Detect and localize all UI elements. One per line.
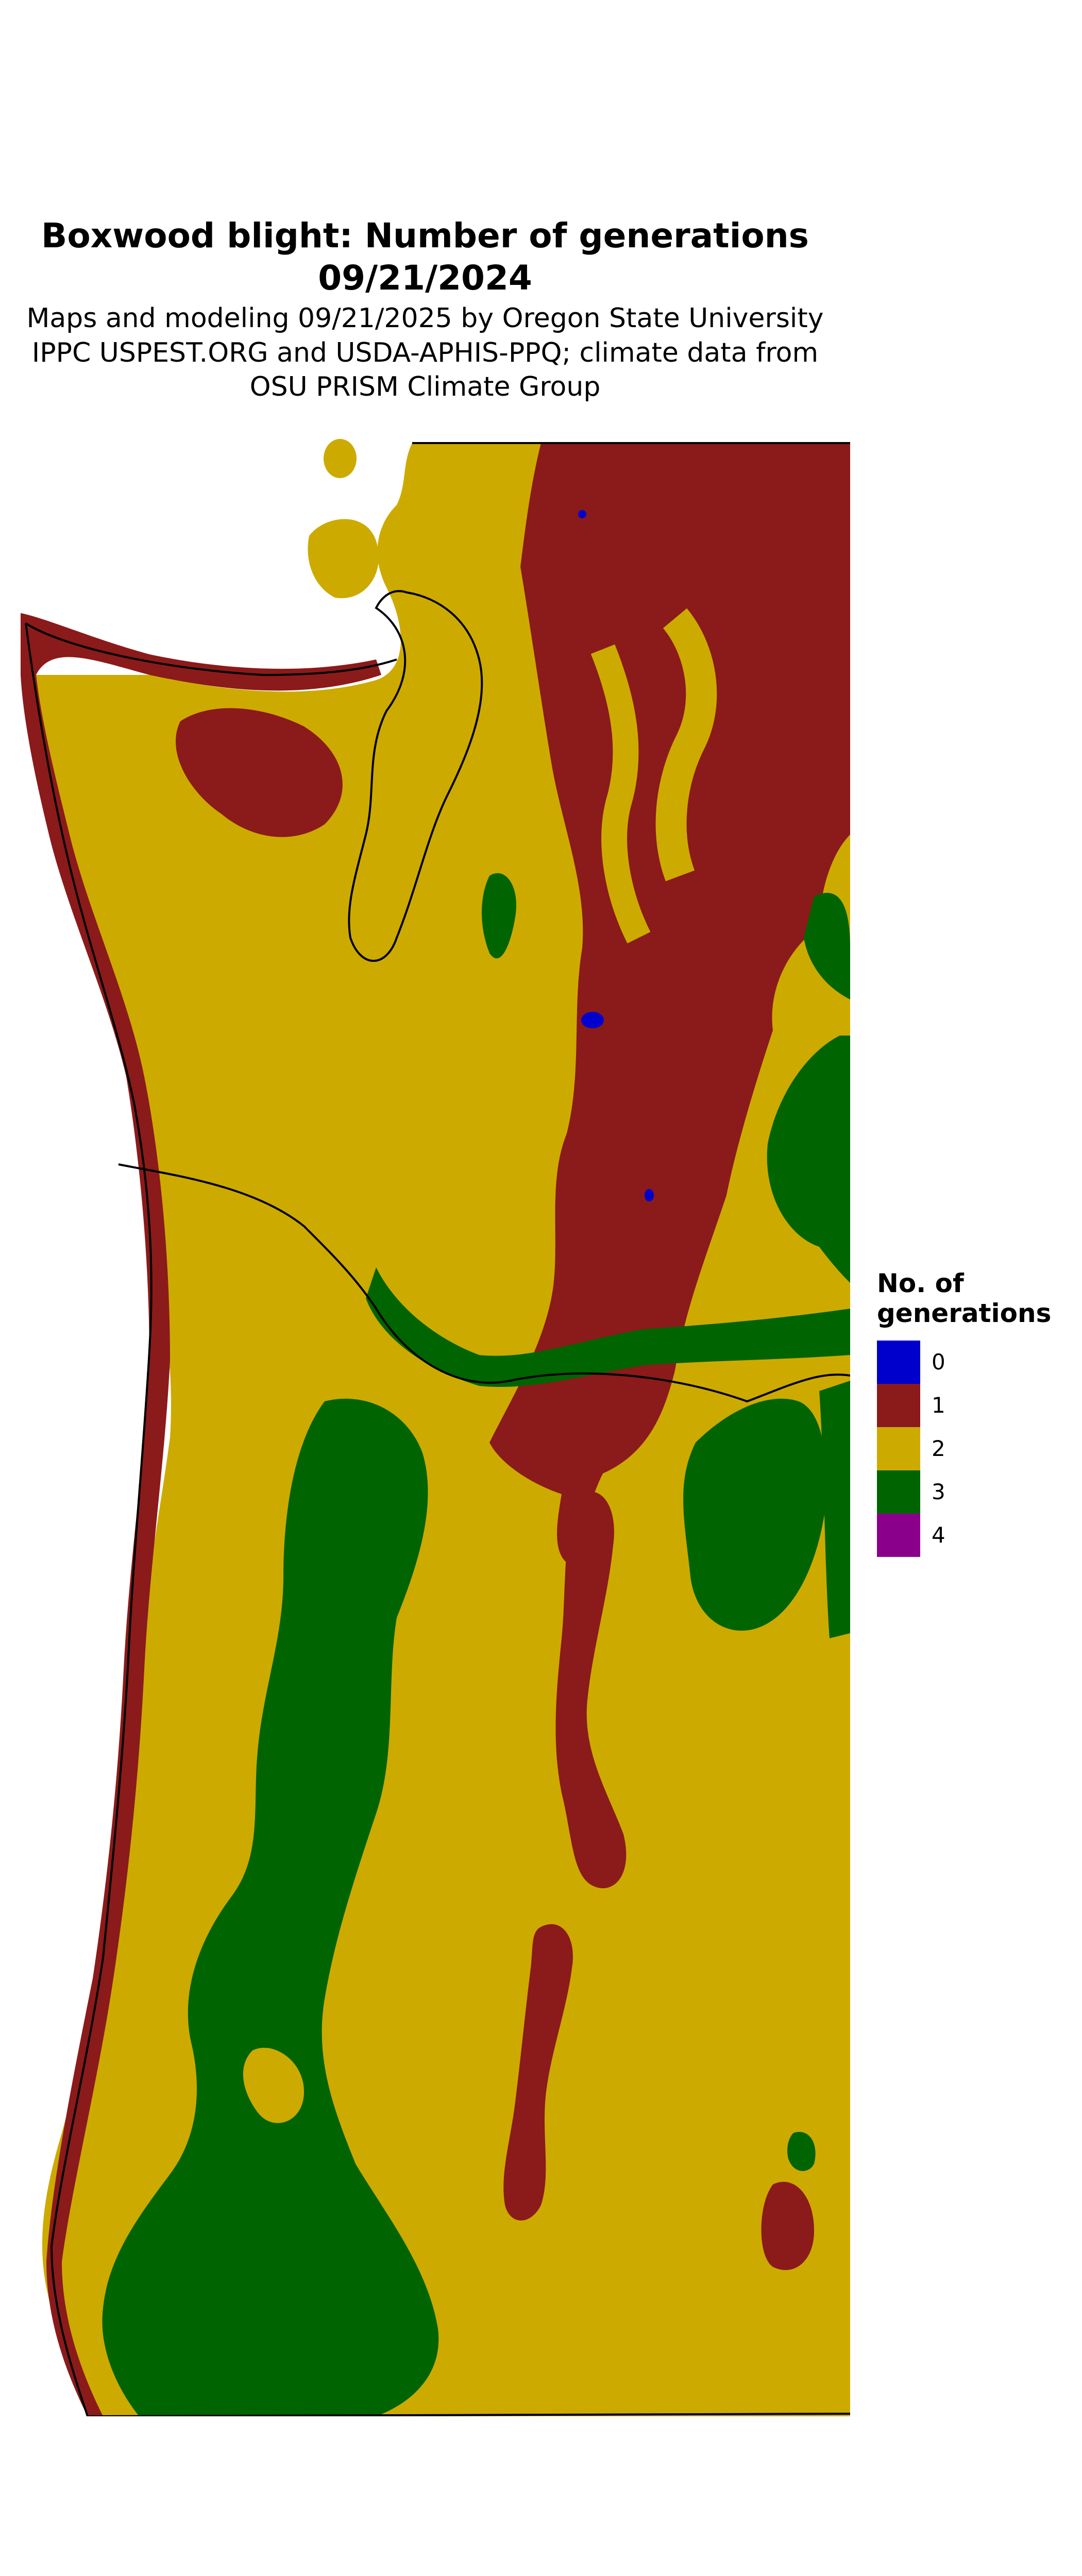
legend-label-2: 2 (932, 1436, 945, 1461)
coastal-strip (21, 613, 381, 2416)
cascade-valley (590, 644, 651, 944)
columbia-river-corridor (366, 1267, 850, 1387)
peak-spot (578, 510, 586, 518)
peak-spot (645, 1189, 654, 1201)
state-boundary (25, 622, 397, 676)
subtitle-line3: OSU PRISM Climate Group (249, 371, 601, 402)
olympic-mountains (176, 708, 343, 837)
map-title-date: 09/21/2024 (318, 258, 532, 298)
legend-swatch-3 (877, 1470, 920, 1514)
oregon-cascades (555, 1492, 627, 1889)
generations-map (21, 439, 850, 2416)
legend-label-0: 0 (932, 1349, 945, 1375)
eastern-green-strip (819, 1381, 850, 1638)
state-boundary (118, 1163, 850, 1403)
willamette-valley (102, 1398, 439, 2416)
legend-label-3: 3 (932, 1479, 945, 1504)
map-title-line1: Boxwood blight: Number of generations (41, 216, 809, 256)
peak-spot (581, 1012, 604, 1028)
state-boundary (25, 623, 153, 2416)
state-boundary (87, 2413, 850, 2416)
legend-title-line2: generations (877, 1298, 1052, 1328)
legend-swatch-2 (877, 1427, 920, 1470)
legend-swatch-0 (877, 1341, 920, 1384)
island-north (308, 519, 379, 599)
eastern-oregon-green (683, 1398, 826, 1631)
oregon-cascades-south (503, 1924, 573, 2221)
green-patch (482, 873, 516, 959)
cascade-valley (655, 608, 717, 882)
legend-title-line1: No. of (877, 1268, 964, 1298)
subtitle-line2: IPPC USPEST.ORG and USDA-APHIS-PPQ; clim… (31, 337, 819, 368)
puget-sound-outline (348, 590, 483, 962)
cascade-range (489, 443, 850, 1566)
valley-yellow-inset (243, 2047, 304, 2123)
island (324, 439, 357, 478)
columbia-basin-upper (804, 893, 850, 999)
columbia-basin (767, 1036, 850, 1283)
legend-label-4: 4 (932, 1522, 945, 1548)
southern-mountains (761, 2181, 814, 2270)
legend-swatch-1 (877, 1384, 920, 1427)
legend-swatch-4 (877, 1514, 920, 1557)
green-spot (787, 2132, 816, 2171)
legend-label-1: 1 (932, 1393, 945, 1418)
subtitle-line1: Maps and modeling 09/21/2025 by Oregon S… (26, 303, 824, 334)
